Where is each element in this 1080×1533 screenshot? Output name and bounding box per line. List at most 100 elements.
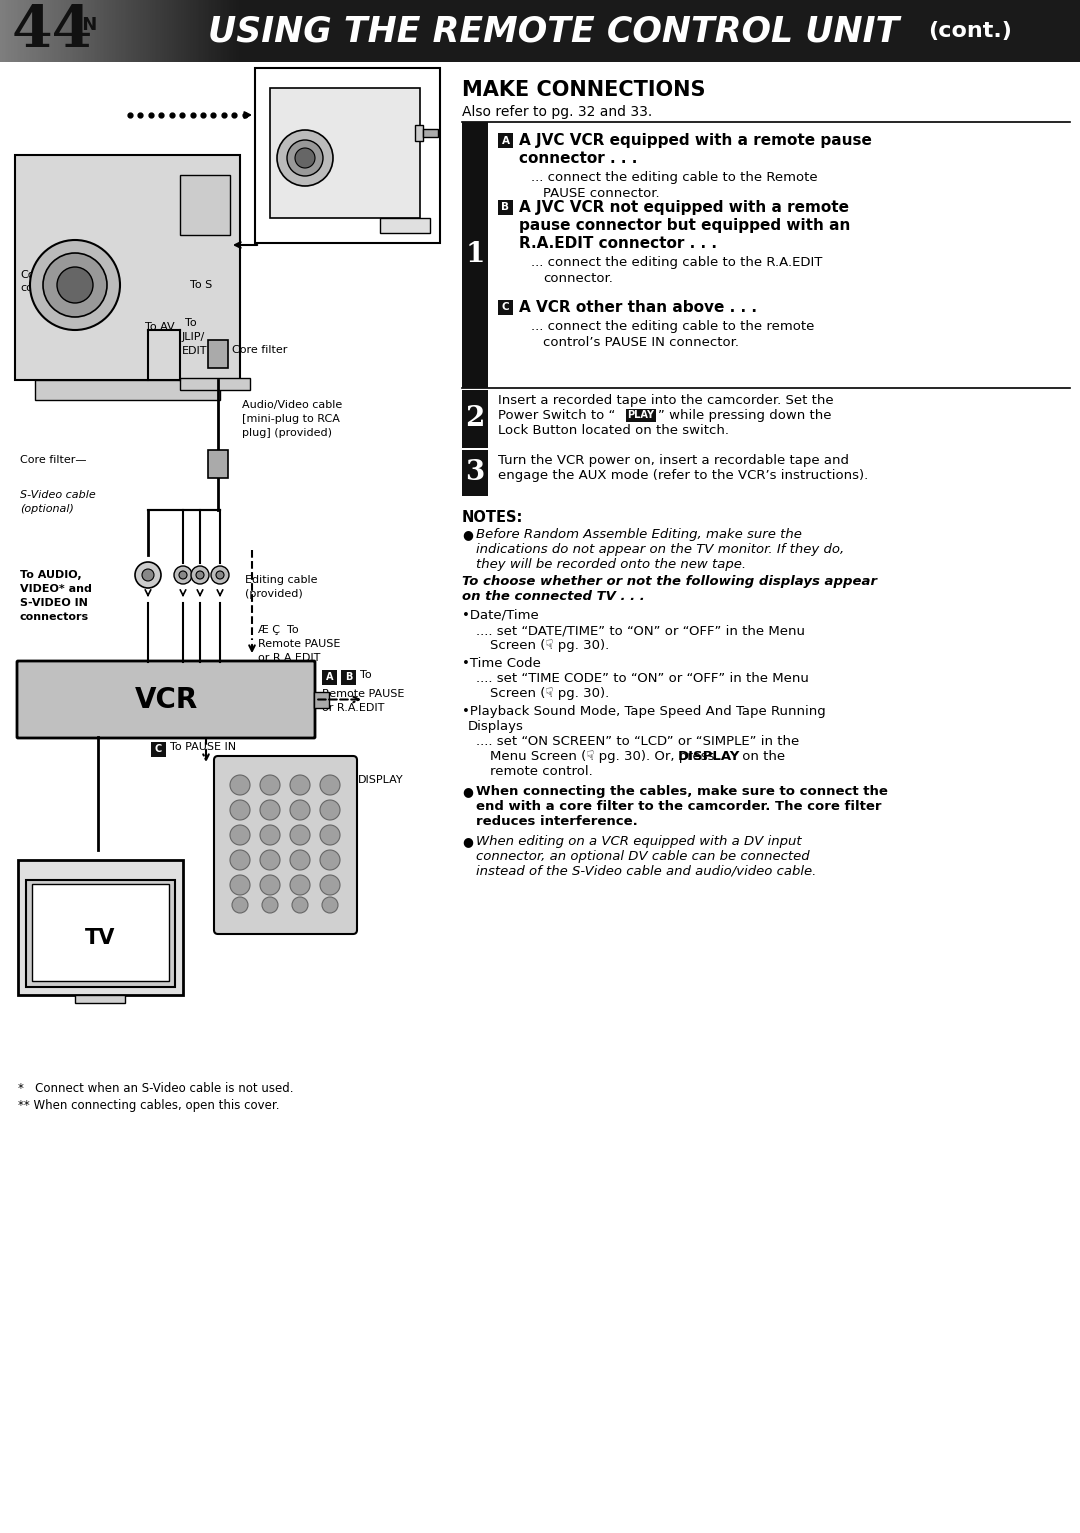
Circle shape: [232, 897, 248, 914]
Bar: [161, 0, 162, 61]
Bar: [22, 0, 23, 61]
Bar: [219, 0, 220, 61]
Bar: [165, 0, 166, 61]
Circle shape: [57, 267, 93, 304]
Bar: [37, 0, 39, 61]
Text: A JVC VCR not equipped with a remote: A JVC VCR not equipped with a remote: [519, 199, 849, 215]
Bar: [30, 0, 31, 61]
Bar: [116, 0, 117, 61]
Bar: [188, 0, 190, 61]
Bar: [216, 0, 217, 61]
Bar: [15, 0, 17, 61]
Bar: [123, 0, 125, 61]
Bar: [174, 0, 175, 61]
Circle shape: [291, 825, 310, 845]
Bar: [204, 0, 205, 61]
Bar: [48, 0, 50, 61]
Text: they will be recorded onto the new tape.: they will be recorded onto the new tape.: [476, 558, 746, 570]
Text: connector, an optional DV cable can be connected: connector, an optional DV cable can be c…: [476, 849, 810, 863]
Circle shape: [230, 849, 249, 871]
Bar: [129, 0, 130, 61]
Bar: [131, 0, 132, 61]
Circle shape: [291, 776, 310, 796]
Bar: [229, 0, 230, 61]
Bar: [111, 0, 112, 61]
Text: or R.A.EDIT: or R.A.EDIT: [322, 704, 384, 713]
Text: To: To: [185, 317, 197, 328]
Bar: [192, 0, 193, 61]
Bar: [341, 670, 356, 685]
Text: ” while pressing down the: ” while pressing down the: [658, 409, 832, 422]
Circle shape: [291, 800, 310, 820]
Bar: [42, 0, 43, 61]
Bar: [1, 0, 2, 61]
Bar: [152, 0, 153, 61]
Text: .... set “DATE/TIME” to “ON” or “OFF” in the Menu: .... set “DATE/TIME” to “ON” or “OFF” in…: [476, 624, 805, 638]
Bar: [79, 0, 80, 61]
Bar: [3, 0, 4, 61]
Bar: [156, 0, 158, 61]
Text: connector . . .: connector . . .: [519, 150, 637, 166]
Bar: [43, 0, 44, 61]
Text: C: C: [154, 745, 162, 754]
Bar: [51, 0, 52, 61]
Bar: [186, 0, 187, 61]
Text: ... connect the editing cable to the Remote: ... connect the editing cable to the Rem…: [531, 172, 818, 184]
Bar: [2, 0, 3, 61]
Text: TV: TV: [85, 927, 116, 947]
Bar: [72, 0, 73, 61]
Bar: [199, 0, 201, 61]
Bar: [99, 0, 100, 61]
Bar: [181, 0, 183, 61]
Text: MAKE CONNECTIONS: MAKE CONNECTIONS: [462, 80, 705, 100]
Bar: [73, 0, 75, 61]
Bar: [54, 0, 55, 61]
Bar: [462, 451, 488, 497]
Circle shape: [216, 570, 224, 579]
Bar: [176, 0, 177, 61]
Text: 44: 44: [12, 3, 93, 58]
Bar: [18, 860, 183, 995]
Bar: [228, 0, 229, 61]
Bar: [63, 0, 64, 61]
Bar: [56, 0, 57, 61]
Bar: [153, 0, 154, 61]
Bar: [270, 87, 420, 218]
Bar: [498, 300, 513, 314]
Bar: [126, 0, 127, 61]
Bar: [52, 0, 53, 61]
Bar: [76, 0, 77, 61]
Text: A JVC VCR equipped with a remote pause: A JVC VCR equipped with a remote pause: [519, 133, 872, 149]
Text: Remote PAUSE: Remote PAUSE: [258, 639, 340, 648]
Bar: [8, 0, 9, 61]
Bar: [53, 0, 54, 61]
Text: A: A: [501, 135, 510, 146]
Text: NOTES:: NOTES:: [462, 510, 524, 524]
Bar: [136, 0, 137, 61]
Bar: [71, 0, 72, 61]
Bar: [380, 218, 430, 233]
Text: or R.A.EDIT: or R.A.EDIT: [258, 653, 321, 662]
Text: *   Connect when an S-Video cable is not used.: * Connect when an S-Video cable is not u…: [18, 1082, 294, 1095]
Text: VIDEO* and: VIDEO* and: [21, 584, 92, 593]
Bar: [198, 0, 199, 61]
Bar: [234, 0, 235, 61]
Bar: [423, 129, 438, 136]
Text: ●: ●: [462, 527, 473, 541]
Bar: [83, 0, 84, 61]
Text: •Time Code: •Time Code: [462, 658, 541, 670]
Text: Screen (☟ pg. 30).: Screen (☟ pg. 30).: [490, 639, 609, 652]
Bar: [112, 0, 114, 61]
Bar: [23, 0, 24, 61]
Text: .... set “TIME CODE” to “ON” or “OFF” in the Menu: .... set “TIME CODE” to “ON” or “OFF” in…: [476, 671, 809, 685]
Text: Connector: Connector: [21, 270, 78, 281]
Bar: [137, 0, 138, 61]
Text: Remote PAUSE: Remote PAUSE: [322, 688, 404, 699]
Bar: [180, 175, 230, 235]
Bar: [21, 0, 22, 61]
Bar: [162, 0, 163, 61]
Text: S-Video cable: S-Video cable: [21, 491, 96, 500]
Bar: [104, 0, 105, 61]
Bar: [31, 0, 32, 61]
Bar: [11, 0, 12, 61]
